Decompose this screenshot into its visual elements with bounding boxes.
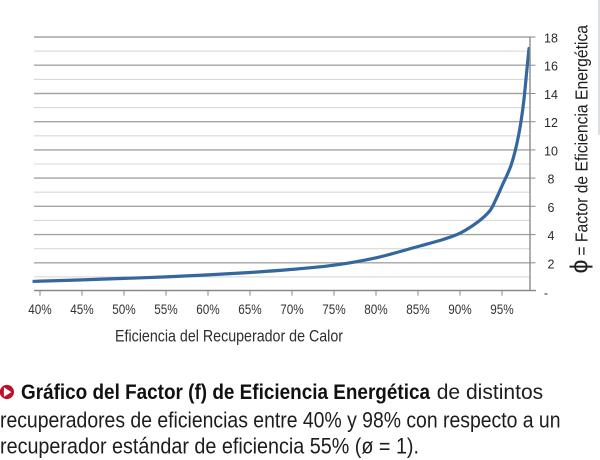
svg-text:14: 14 [544,88,558,102]
svg-text:12: 12 [544,116,558,130]
svg-text:95%: 95% [490,302,514,317]
svg-text:recuperador estándar de eficie: recuperador estándar de eficiencia 55% (… [0,434,419,459]
svg-text:4: 4 [548,229,555,243]
svg-text:65%: 65% [238,302,262,317]
svg-text:2: 2 [548,257,555,271]
svg-text:recuperadores de eficiencias e: recuperadores de eficiencias entre 40% y… [0,408,561,433]
svg-text:75%: 75% [322,302,346,317]
svg-text:ϕ = Factor de Eficiencia Energ: ϕ = Factor de Eficiencia Energética [566,25,594,274]
svg-text:80%: 80% [364,302,388,317]
svg-text:de distintos: de distintos [437,380,544,404]
svg-text:55%: 55% [154,302,178,317]
svg-text:18: 18 [544,32,558,46]
svg-text:50%: 50% [112,302,136,317]
svg-text:10: 10 [544,144,558,158]
svg-text:Gráfico del Factor (f) de Efic: Gráfico del Factor (f) de Eficiencia Ene… [21,380,431,404]
svg-text:-: - [544,287,548,301]
svg-text:85%: 85% [406,302,430,317]
svg-text:Eficiencia del Recuperador de: Eficiencia del Recuperador de Calor [115,327,343,346]
svg-text:8: 8 [548,173,555,187]
svg-text:40%: 40% [28,302,52,317]
svg-text:70%: 70% [280,302,304,317]
svg-text:90%: 90% [448,302,472,317]
svg-text:16: 16 [544,60,558,74]
svg-text:6: 6 [548,201,555,215]
svg-text:45%: 45% [70,302,94,317]
svg-text:60%: 60% [196,302,220,317]
